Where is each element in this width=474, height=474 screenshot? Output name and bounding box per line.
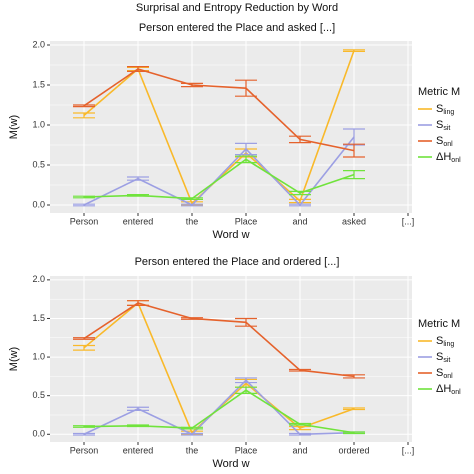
- legend-label-main: ΔH: [436, 383, 451, 395]
- x-tick-label: [...]: [402, 216, 415, 226]
- legend-label-main: S: [436, 351, 443, 363]
- legend-label: ΔHonl: [436, 151, 461, 164]
- x-tick-label: Person: [70, 445, 99, 455]
- legend-title: Metric M: [418, 318, 460, 330]
- legend-label: ΔHonl: [436, 383, 461, 396]
- y-axis-label: M(w): [8, 115, 20, 139]
- legend-label-sub: onl: [451, 157, 461, 164]
- y-tick-label: 0.5: [32, 159, 45, 169]
- legend-title: Metric M: [418, 86, 460, 98]
- series-line: [83, 379, 355, 436]
- series-line: [83, 389, 355, 434]
- plot-background: [50, 41, 412, 213]
- x-tick-label: entered: [123, 445, 154, 455]
- legend-label-main: S: [436, 335, 443, 347]
- legend-label: Ssit: [436, 351, 450, 364]
- legend-label: Sonl: [436, 135, 453, 148]
- x-axis-label: Word w: [212, 458, 249, 470]
- panel-title: Person entered the Place and ordered [..…: [135, 256, 340, 268]
- x-tick-label: Place: [235, 216, 258, 226]
- x-tick-label: ordered: [338, 445, 369, 455]
- legend-label-sub: sit: [443, 357, 450, 364]
- series-line: [83, 158, 355, 200]
- x-tick-label: entered: [123, 216, 154, 226]
- x-tick-label: asked: [342, 216, 366, 226]
- legend-label-sub: ling: [443, 109, 454, 116]
- y-tick-label: 0.5: [32, 390, 45, 400]
- x-tick-label: and: [292, 216, 307, 226]
- series-line: [83, 68, 355, 152]
- legend-label-main: S: [436, 135, 443, 147]
- x-tick-label: [...]: [402, 445, 415, 455]
- legend-label-sub: onl: [443, 141, 453, 148]
- panel-title: Person entered the Place and asked [...]: [139, 22, 335, 34]
- legend-label: Sling: [436, 103, 454, 116]
- series-line: [83, 302, 355, 378]
- legend-label: Sling: [436, 335, 454, 348]
- legend-label-main: S: [436, 367, 443, 379]
- y-tick-label: 2.0: [32, 39, 45, 49]
- y-tick-label: 0.0: [32, 429, 45, 439]
- y-tick-label: 2.0: [32, 274, 45, 284]
- x-tick-label: the: [186, 445, 199, 455]
- x-tick-label: the: [186, 216, 199, 226]
- legend-label-main: S: [436, 103, 443, 115]
- y-tick-label: 1.5: [32, 313, 45, 323]
- y-tick-label: 1.5: [32, 79, 45, 89]
- series-line: [83, 136, 355, 207]
- legend-label-sub: onl: [451, 389, 461, 396]
- y-tick-label: 1.0: [32, 119, 45, 129]
- legend-label-main: S: [436, 119, 443, 131]
- legend-label: Ssit: [436, 119, 450, 132]
- legend-label: Sonl: [436, 367, 453, 380]
- legend-label-sub: ling: [443, 341, 454, 348]
- figure-title: Surprisal and Entropy Reduction by Word: [136, 2, 338, 14]
- legend-label-main: ΔH: [436, 151, 451, 163]
- y-axis-label: M(w): [8, 347, 20, 371]
- x-tick-label: Person: [70, 216, 99, 226]
- legend-label-sub: sit: [443, 125, 450, 132]
- y-tick-label: 0.0: [32, 199, 45, 209]
- x-axis-label: Word w: [212, 229, 249, 241]
- x-tick-label: and: [292, 445, 307, 455]
- x-tick-label: Place: [235, 445, 258, 455]
- plot-background: [50, 276, 412, 442]
- y-tick-label: 1.0: [32, 351, 45, 361]
- legend-label-sub: onl: [443, 373, 453, 380]
